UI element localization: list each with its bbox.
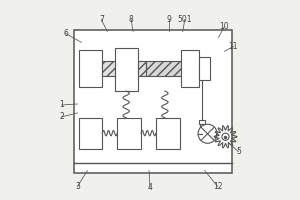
Bar — [181, 50, 199, 87]
Bar — [138, 61, 146, 76]
Bar — [74, 30, 232, 173]
Text: 6: 6 — [63, 29, 68, 38]
Bar — [115, 48, 138, 91]
Bar — [117, 118, 141, 149]
Bar — [200, 124, 203, 129]
Bar — [79, 118, 102, 149]
Text: 7: 7 — [99, 15, 104, 24]
Text: 2: 2 — [59, 112, 64, 121]
Text: 4: 4 — [148, 183, 152, 192]
Text: 501: 501 — [178, 15, 192, 24]
Bar — [199, 120, 205, 124]
Text: 9: 9 — [167, 15, 171, 24]
Circle shape — [198, 124, 217, 143]
Bar — [80, 50, 102, 87]
Text: 5: 5 — [236, 147, 241, 156]
Text: 12: 12 — [213, 182, 222, 191]
Text: 11: 11 — [229, 42, 238, 51]
Bar — [102, 61, 115, 76]
Bar — [146, 61, 183, 76]
Bar — [156, 118, 180, 149]
Text: 10: 10 — [220, 22, 229, 31]
Bar — [199, 57, 210, 80]
Text: 3: 3 — [75, 182, 80, 191]
Text: 8: 8 — [129, 15, 134, 24]
Text: 1: 1 — [59, 100, 64, 109]
Circle shape — [222, 133, 229, 140]
